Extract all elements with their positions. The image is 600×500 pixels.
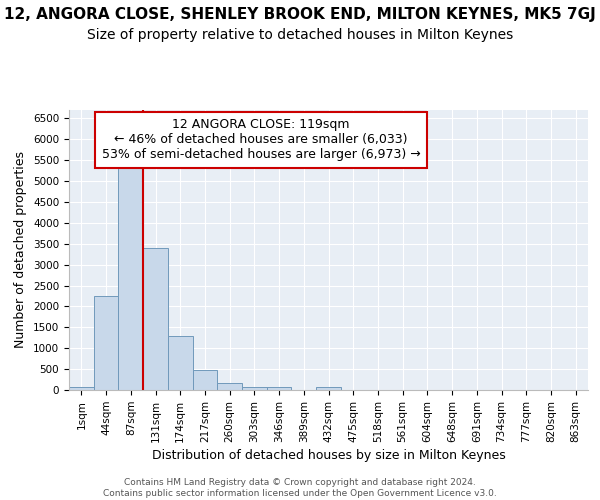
Bar bbox=[316, 387, 341, 390]
Bar bbox=[217, 382, 242, 390]
X-axis label: Distribution of detached houses by size in Milton Keynes: Distribution of detached houses by size … bbox=[152, 449, 505, 462]
Text: 12, ANGORA CLOSE, SHENLEY BROOK END, MILTON KEYNES, MK5 7GJ: 12, ANGORA CLOSE, SHENLEY BROOK END, MIL… bbox=[4, 8, 596, 22]
Bar bbox=[69, 387, 94, 390]
Bar bbox=[267, 387, 292, 390]
Bar bbox=[94, 296, 118, 390]
Bar bbox=[193, 370, 217, 390]
Bar bbox=[143, 248, 168, 390]
Y-axis label: Number of detached properties: Number of detached properties bbox=[14, 152, 28, 348]
Bar bbox=[242, 387, 267, 390]
Bar bbox=[168, 336, 193, 390]
Bar bbox=[118, 162, 143, 390]
Text: Contains HM Land Registry data © Crown copyright and database right 2024.
Contai: Contains HM Land Registry data © Crown c… bbox=[103, 478, 497, 498]
Text: Size of property relative to detached houses in Milton Keynes: Size of property relative to detached ho… bbox=[87, 28, 513, 42]
Text: 12 ANGORA CLOSE: 119sqm
← 46% of detached houses are smaller (6,033)
53% of semi: 12 ANGORA CLOSE: 119sqm ← 46% of detache… bbox=[101, 118, 421, 162]
